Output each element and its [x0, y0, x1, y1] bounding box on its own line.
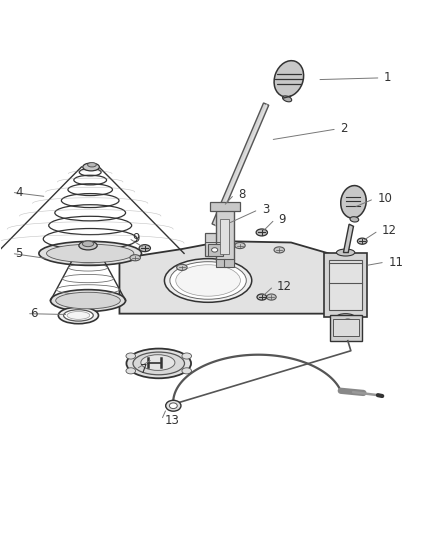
- Ellipse shape: [139, 245, 150, 252]
- Bar: [208, 244, 223, 256]
- Text: 8: 8: [238, 188, 245, 201]
- Polygon shape: [120, 241, 332, 313]
- Text: 6: 6: [30, 307, 38, 320]
- Ellipse shape: [126, 353, 136, 359]
- Text: 12: 12: [277, 280, 292, 293]
- Ellipse shape: [64, 310, 93, 321]
- Bar: [224, 259, 234, 268]
- Text: 7: 7: [140, 362, 147, 376]
- Ellipse shape: [170, 262, 246, 299]
- Text: 12: 12: [382, 224, 397, 237]
- Ellipse shape: [274, 247, 285, 253]
- Ellipse shape: [79, 241, 97, 250]
- Ellipse shape: [341, 185, 366, 218]
- Bar: [330, 316, 362, 341]
- Ellipse shape: [127, 349, 191, 378]
- Bar: [215, 259, 225, 268]
- Ellipse shape: [170, 403, 177, 409]
- Text: 2: 2: [340, 123, 348, 135]
- Ellipse shape: [357, 238, 367, 244]
- Bar: [333, 319, 359, 336]
- Text: 9: 9: [279, 213, 286, 226]
- Text: 1: 1: [384, 71, 392, 84]
- Ellipse shape: [235, 243, 245, 248]
- Polygon shape: [212, 103, 269, 226]
- Ellipse shape: [336, 313, 355, 321]
- Ellipse shape: [50, 289, 126, 311]
- Ellipse shape: [256, 229, 268, 236]
- Ellipse shape: [164, 259, 252, 302]
- Ellipse shape: [56, 292, 120, 309]
- Polygon shape: [343, 224, 353, 253]
- Text: 3: 3: [262, 203, 269, 216]
- Ellipse shape: [126, 368, 136, 374]
- Bar: [324, 253, 367, 317]
- Ellipse shape: [177, 264, 187, 270]
- Text: 10: 10: [378, 192, 392, 205]
- Bar: [215, 209, 234, 261]
- Text: 11: 11: [389, 256, 403, 269]
- Ellipse shape: [176, 265, 240, 296]
- Text: 5: 5: [15, 247, 22, 260]
- Ellipse shape: [39, 241, 141, 265]
- Ellipse shape: [166, 400, 181, 411]
- Ellipse shape: [350, 217, 359, 222]
- Ellipse shape: [343, 319, 353, 326]
- Ellipse shape: [212, 248, 218, 252]
- Bar: [329, 260, 362, 310]
- Ellipse shape: [67, 311, 90, 319]
- Ellipse shape: [257, 294, 267, 300]
- Ellipse shape: [267, 294, 276, 300]
- Ellipse shape: [141, 354, 175, 370]
- Text: 9: 9: [132, 232, 140, 245]
- Ellipse shape: [46, 244, 134, 263]
- Text: 13: 13: [165, 414, 180, 427]
- Bar: [205, 233, 226, 256]
- Ellipse shape: [274, 61, 304, 97]
- Ellipse shape: [130, 255, 141, 261]
- Text: 4: 4: [15, 186, 23, 199]
- Ellipse shape: [82, 241, 94, 247]
- Bar: [210, 202, 240, 211]
- Ellipse shape: [283, 96, 292, 102]
- Ellipse shape: [336, 249, 355, 256]
- Ellipse shape: [83, 163, 99, 171]
- Ellipse shape: [182, 368, 191, 374]
- Ellipse shape: [88, 163, 96, 167]
- Ellipse shape: [58, 307, 99, 324]
- Ellipse shape: [133, 352, 184, 375]
- Bar: [220, 220, 230, 254]
- Ellipse shape: [182, 353, 191, 359]
